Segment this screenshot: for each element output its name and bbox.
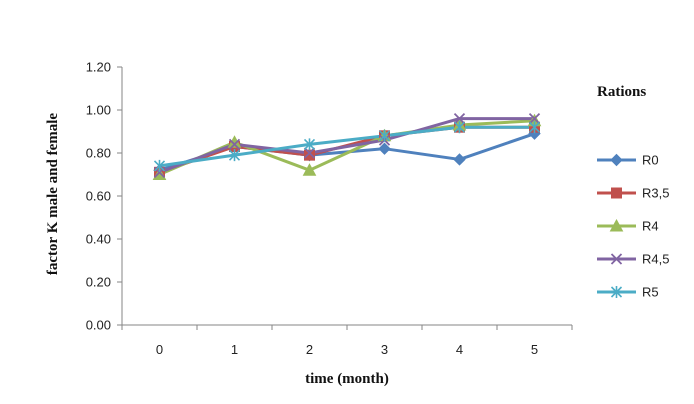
x-tick-label: 0: [156, 342, 163, 357]
data-point-R5: [528, 121, 541, 134]
data-point-R4,5: [303, 147, 316, 159]
legend-marker: [610, 253, 623, 265]
data-point-R5: [453, 121, 466, 134]
x-tick-label: 1: [231, 342, 238, 357]
y-tick-label: 0.40: [86, 232, 111, 247]
data-point-R4,5: [453, 112, 466, 125]
data-point-R0: [453, 153, 466, 166]
data-point-R5: [228, 149, 241, 162]
legend-label: R5: [642, 285, 659, 300]
legend-item: R5: [597, 285, 659, 300]
legend-item: R3,5: [597, 186, 669, 201]
y-axis: 0.00 0.20 0.40 0.60 0.80 1.00 1.20: [86, 60, 123, 333]
data-point-R5: [378, 129, 391, 142]
x-tick-label: 2: [306, 342, 313, 357]
series-line-R4,5: [158, 117, 535, 174]
data-point-R4: [152, 167, 167, 180]
data-point-R5: [153, 159, 166, 172]
data-point-R4: [302, 163, 317, 176]
data-point-R0: [378, 142, 391, 155]
legend-item: R0: [597, 153, 659, 168]
data-point-R3,5: [304, 149, 315, 161]
legend-marker: [610, 153, 623, 167]
legend-label: R4,5: [642, 252, 669, 267]
y-tick-label: 0.60: [86, 189, 111, 204]
y-axis-title: factor K male and female: [45, 113, 61, 276]
y-tick-label: 1.20: [86, 60, 111, 75]
x-tick-label: 3: [381, 342, 388, 357]
y-tick-label: 0.00: [86, 318, 111, 333]
legend-item: R4: [597, 219, 659, 234]
series-markers: [152, 112, 542, 180]
series-lines: [158, 117, 535, 176]
data-point-R4,5: [528, 112, 541, 125]
x-axis: 0 1 2 3 4 5: [121, 324, 573, 357]
legend-marker: [611, 187, 622, 199]
y-tick-label: 1.00: [86, 103, 111, 118]
series-line-R5: [159, 125, 535, 168]
y-tick-label: 0.20: [86, 275, 111, 290]
legend-title: Rations: [597, 84, 646, 100]
legend: Rations R0 R3,5 R4 R4,5 R5: [597, 84, 669, 300]
legend-label: R0: [642, 153, 659, 168]
legend-marker: [610, 286, 623, 298]
legend-marker: [609, 218, 624, 232]
legend-label: R3,5: [642, 186, 669, 201]
y-tick-label: 0.80: [86, 146, 111, 161]
data-point-R4,5: [228, 138, 241, 151]
x-tick-label: 5: [531, 342, 538, 357]
x-tick-label: 4: [456, 342, 463, 357]
legend-label: R4: [642, 219, 659, 234]
legend-item: R4,5: [597, 252, 669, 267]
x-axis-title: time (month): [305, 371, 389, 387]
data-point-R5: [303, 138, 316, 151]
